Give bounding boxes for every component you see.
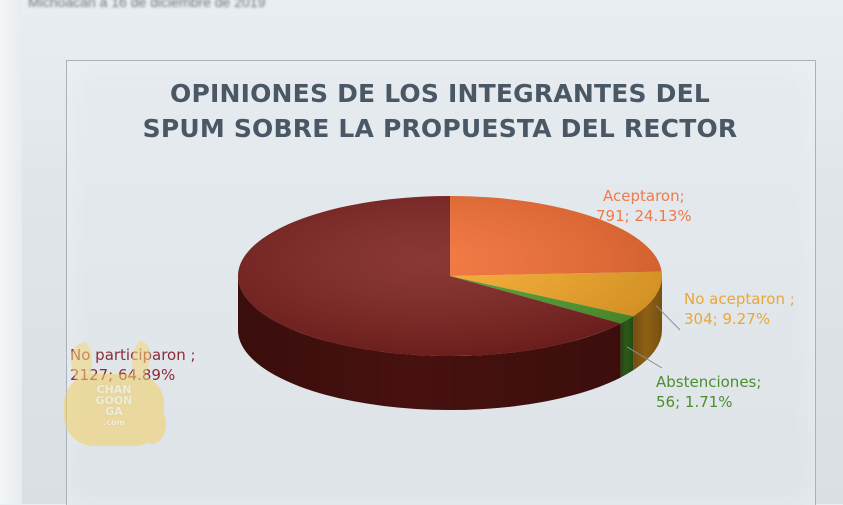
- chart-title-line-2: SPUM SOBRE LA PROPUESTA DEL RECTOR: [142, 114, 738, 143]
- label-abstenciones-name: Abstenciones;: [656, 373, 762, 391]
- watermark-line-3: GA: [105, 405, 123, 418]
- pie-side-shade-no-aceptaron: [633, 276, 662, 371]
- watermark-line-2: GOON: [95, 394, 133, 407]
- label-abstenciones: Abstenciones; 56; 1.71%: [656, 372, 761, 412]
- watermark-shape-icon: [64, 340, 166, 446]
- label-no-aceptaron: No aceptaron ; 304; 9.27%: [684, 289, 795, 329]
- photo-left-edge: [0, 0, 22, 504]
- page-top-text: Michoacán a 16 de diciembre de 2019: [28, 0, 266, 10]
- watermark-suffix: .com: [103, 418, 125, 427]
- label-aceptaron-value: 791; 24.13%: [596, 207, 692, 225]
- watermark-text: CHAN GOON GA .com: [56, 384, 172, 428]
- label-no-aceptaron-name: No aceptaron ;: [684, 290, 795, 308]
- chart-title-line-1: OPINIONES DE LOS INTEGRANTES DEL: [170, 79, 710, 108]
- leader-line-no-aceptaron: [655, 305, 681, 331]
- label-no-aceptaron-value: 304; 9.27%: [684, 310, 771, 328]
- pie-top-gloss: [238, 196, 662, 356]
- leader-line-abstenciones: [626, 346, 663, 369]
- pie-side-shade-no-participaron: [237, 276, 621, 410]
- label-abstenciones-value: 56; 1.71%: [656, 393, 733, 411]
- label-aceptaron: Aceptaron; 791; 24.13%: [596, 186, 692, 226]
- pie-side-shade-abstenciones: [620, 316, 634, 378]
- watermark-logo: CHAN GOON GA .com: [56, 336, 172, 454]
- chart-title: OPINIONES DE LOS INTEGRANTES DEL SPUM SO…: [66, 76, 814, 146]
- watermark-line-1: CHAN: [96, 383, 132, 396]
- label-aceptaron-name: Aceptaron;: [603, 187, 685, 205]
